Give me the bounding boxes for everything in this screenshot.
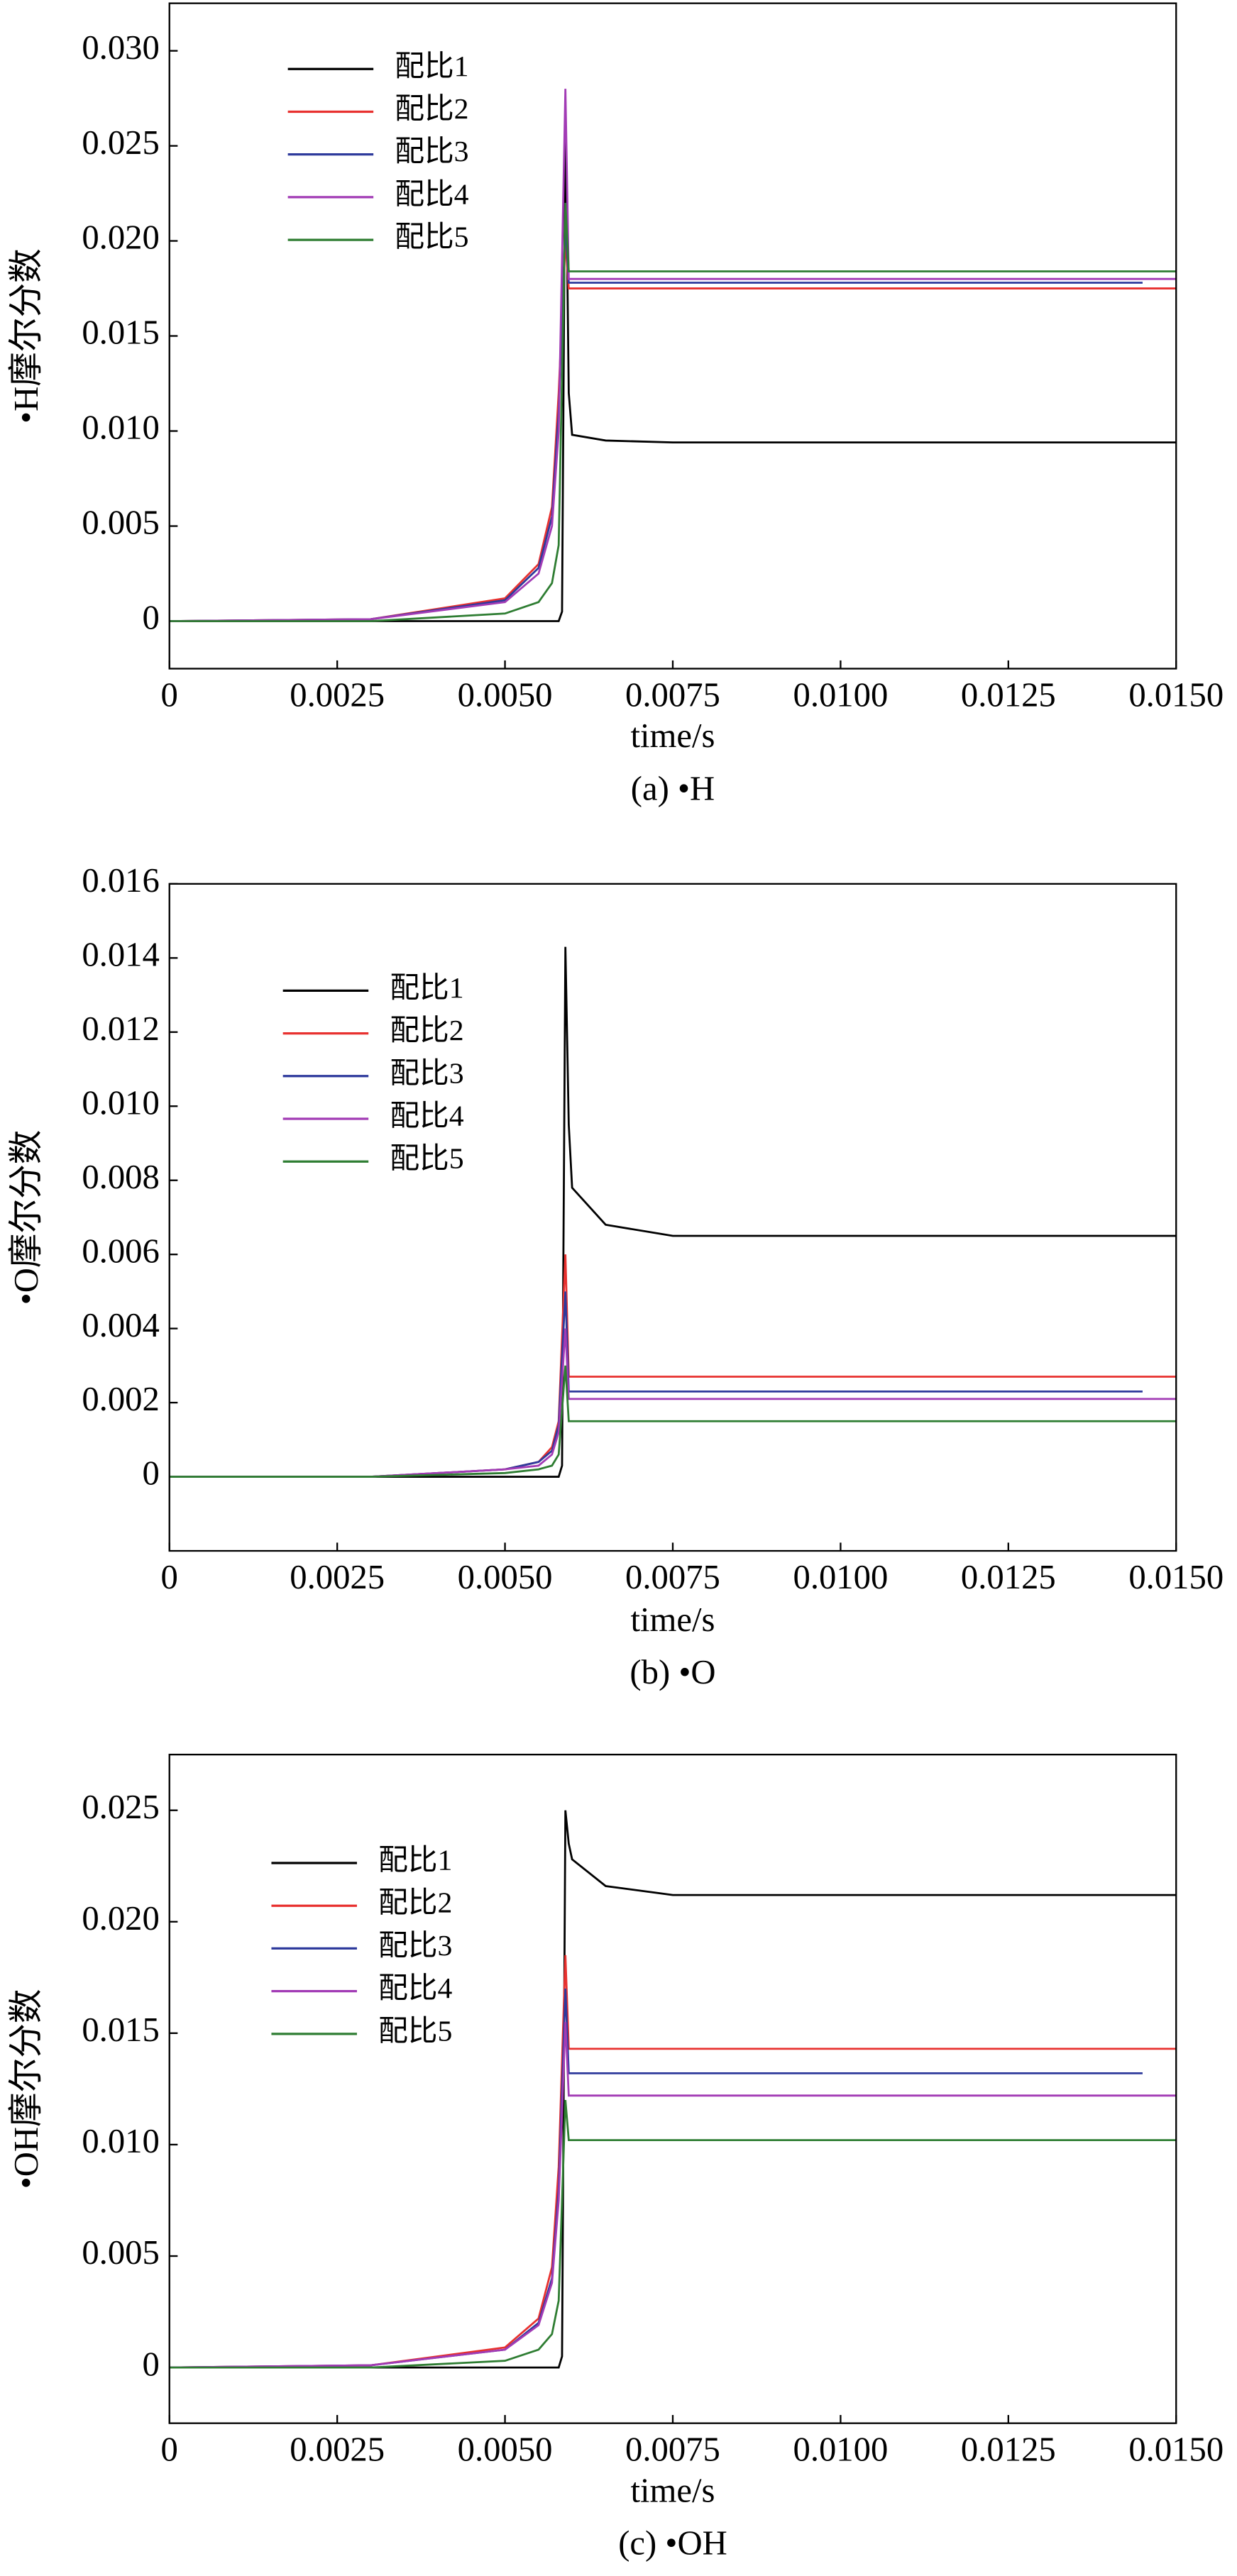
y-tick-label: 0.010 — [82, 409, 160, 447]
y-tick-label: 0.005 — [82, 2233, 160, 2272]
x-tick-label: 0.0150 — [1128, 675, 1224, 714]
legend-label: 配比3 — [395, 136, 468, 168]
legend-label: 配比1 — [395, 50, 468, 83]
chart-caption: (b) •O — [630, 1653, 715, 1691]
series-line — [169, 1988, 1143, 2369]
legend-label: 配比5 — [378, 2015, 452, 2047]
series-line — [169, 1254, 1177, 1478]
y-tick-label: 0 — [142, 2345, 159, 2383]
legend-label: 配比3 — [390, 1057, 463, 1090]
series-line — [169, 202, 1177, 622]
legend-label: 配比5 — [395, 221, 468, 254]
x-tick-label: 0.0100 — [793, 2431, 888, 2469]
y-tick-label: 0.025 — [82, 123, 160, 162]
series-line — [169, 221, 1143, 622]
legend-label: 配比4 — [395, 178, 468, 211]
series-line — [169, 1365, 1177, 1478]
y-tick-label: 0.015 — [82, 2011, 160, 2049]
x-tick-label: 0.0150 — [1128, 2431, 1224, 2469]
chart-caption: (c) •OH — [618, 2524, 727, 2563]
y-tick-label: 0.030 — [82, 28, 160, 67]
series-line — [169, 2099, 1177, 2369]
x-axis-label: time/s — [631, 2471, 715, 2509]
legend-label: 配比2 — [395, 93, 468, 126]
x-tick-label: 0.0100 — [793, 1558, 888, 1596]
x-tick-label: 0.0075 — [625, 2431, 720, 2469]
x-tick-label: 0.0150 — [1128, 1558, 1224, 1596]
x-tick-label: 0.0125 — [961, 2431, 1056, 2469]
y-tick-label: 0.020 — [82, 219, 160, 257]
plot-frame — [168, 1753, 1177, 2424]
x-tick-label: 0.0075 — [625, 675, 720, 714]
y-axis-label: •OH摩尔分数 — [7, 1989, 45, 2189]
series-line — [169, 1955, 1177, 2369]
y-tick-label: 0.020 — [82, 1899, 160, 1937]
x-tick-label: 0 — [161, 2431, 178, 2469]
series-line — [169, 1810, 1177, 2369]
y-tick-label: 0 — [142, 599, 159, 637]
series-line — [169, 241, 1177, 622]
y-tick-label: 0.015 — [82, 314, 160, 352]
legend-label: 配比3 — [378, 1930, 452, 1962]
x-tick-label: 0.0025 — [290, 2431, 385, 2469]
y-tick-label: 0.004 — [82, 1306, 160, 1344]
x-axis-label: time/s — [631, 1601, 715, 1639]
x-tick-label: 0.0050 — [458, 1558, 553, 1596]
legend-label: 配比4 — [390, 1100, 463, 1133]
legend-label: 配比2 — [378, 1887, 452, 1920]
y-axis-label: •O摩尔分数 — [7, 1130, 45, 1305]
series-line — [169, 2022, 1177, 2369]
y-tick-label: 0.016 — [82, 861, 160, 900]
x-axis-label: time/s — [631, 717, 715, 755]
y-tick-label: 0.005 — [82, 504, 160, 542]
y-axis-label: •H摩尔分数 — [7, 248, 45, 424]
x-tick-label: 0 — [161, 1558, 178, 1596]
series-line — [169, 1328, 1177, 1478]
x-tick-label: 0 — [161, 675, 178, 714]
y-tick-label: 0.006 — [82, 1232, 160, 1270]
y-tick-label: 0.010 — [82, 1083, 160, 1122]
x-tick-label: 0.0125 — [961, 1558, 1056, 1596]
plot-frame — [168, 883, 1177, 1552]
plot-frame — [168, 2, 1177, 670]
series-line — [169, 946, 1177, 1478]
chart-caption: (a) •H — [631, 769, 715, 807]
x-tick-label: 0.0025 — [290, 1558, 385, 1596]
y-tick-label: 0.010 — [82, 2122, 160, 2160]
legend-label: 配比1 — [378, 1845, 452, 1877]
legend-label: 配比5 — [390, 1143, 463, 1176]
x-tick-label: 0.0050 — [458, 2431, 553, 2469]
y-tick-label: 0.002 — [82, 1380, 160, 1418]
y-tick-label: 0.014 — [82, 935, 160, 973]
y-tick-label: 0 — [142, 1454, 159, 1493]
series-line — [169, 1291, 1143, 1478]
y-tick-label: 0.025 — [82, 1788, 160, 1826]
x-tick-label: 0.0075 — [625, 1558, 720, 1596]
legend-label: 配比1 — [390, 972, 463, 1005]
y-tick-label: 0.012 — [82, 1010, 160, 1048]
series-line — [169, 89, 1177, 622]
x-tick-label: 0.0100 — [793, 675, 888, 714]
y-tick-label: 0.008 — [82, 1158, 160, 1196]
x-tick-label: 0.0125 — [961, 675, 1056, 714]
series-line — [169, 107, 1177, 622]
x-tick-label: 0.0050 — [458, 675, 553, 714]
legend-label: 配比4 — [378, 1972, 452, 2005]
legend-label: 配比2 — [390, 1015, 463, 1047]
x-tick-label: 0.0025 — [290, 675, 385, 714]
